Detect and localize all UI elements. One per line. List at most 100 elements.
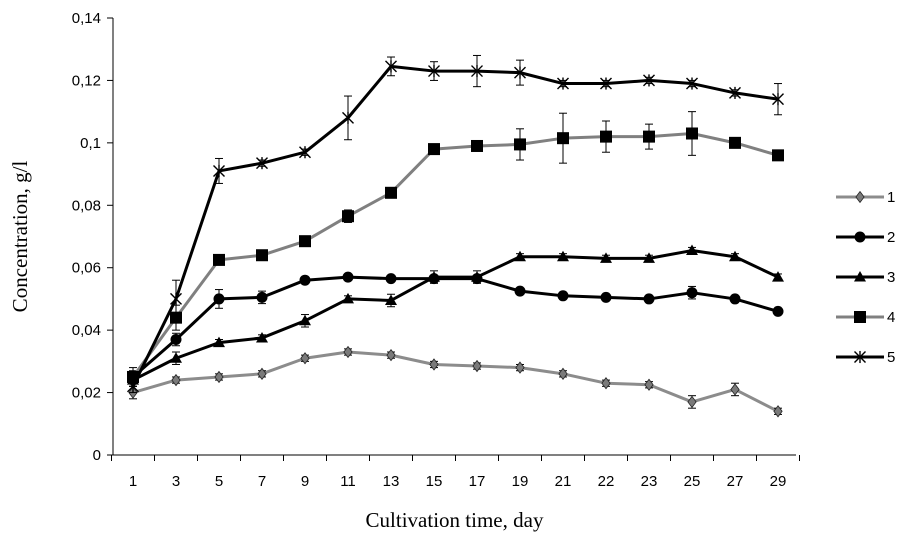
data-point-1 — [773, 405, 783, 418]
data-point-2 — [170, 334, 182, 346]
data-point-2 — [342, 271, 354, 283]
data-point-1 — [257, 367, 267, 381]
data-point-2 — [772, 305, 784, 317]
data-point-5 — [428, 65, 440, 78]
x-tick-label: 13 — [383, 473, 400, 490]
data-point-1 — [472, 359, 482, 373]
y-tick-label: 0,08 — [72, 197, 101, 214]
y-tick-label: 0,12 — [72, 72, 101, 89]
data-point-5 — [342, 111, 354, 124]
series-3 — [127, 244, 784, 387]
y-tick-label: 0 — [93, 447, 101, 464]
series-line-4 — [131, 131, 779, 378]
data-point-5 — [127, 380, 139, 393]
data-point-5 — [729, 86, 741, 99]
data-point-4 — [514, 138, 526, 151]
data-point-3 — [213, 336, 225, 348]
data-point-3 — [170, 352, 182, 363]
legend-item-4: 4 — [836, 309, 895, 326]
data-point-2 — [686, 287, 698, 299]
data-point-1 — [214, 370, 224, 384]
data-point-4 — [557, 132, 569, 145]
data-point-3 — [686, 244, 698, 256]
data-point-4 — [772, 149, 784, 162]
legend-label: 1 — [887, 189, 895, 206]
data-point-3 — [342, 292, 354, 304]
data-point-1 — [300, 352, 310, 365]
x-axis-title: Cultivation time, day — [366, 508, 544, 532]
data-point-2 — [385, 273, 397, 285]
series-line-5 — [131, 64, 779, 387]
series-2 — [127, 271, 784, 384]
data-point-2 — [600, 291, 612, 303]
series-line-1 — [132, 350, 779, 413]
legend-marker — [854, 350, 866, 364]
data-point-3 — [256, 331, 268, 343]
data-point-3 — [299, 314, 311, 326]
data-point-5 — [213, 164, 225, 177]
data-point-1 — [730, 383, 740, 396]
legend-label: 5 — [887, 349, 895, 366]
data-point-2 — [213, 293, 225, 305]
data-point-5 — [170, 292, 182, 305]
data-point-2 — [256, 291, 268, 303]
x-tick-label: 19 — [512, 473, 529, 490]
data-point-5 — [471, 65, 483, 78]
x-tick-label: 29 — [770, 473, 787, 490]
x-tick-label: 25 — [684, 473, 701, 490]
series-5 — [127, 54, 784, 394]
legend-marker — [854, 231, 866, 243]
y-axis-title: Concentration, g/l — [8, 161, 32, 313]
data-point-2 — [643, 293, 655, 305]
data-point-4 — [256, 249, 268, 262]
legend-label: 2 — [887, 229, 895, 246]
y-tick-label: 0,14 — [72, 10, 101, 27]
x-tick-label: 22 — [598, 473, 615, 490]
y-tick-label: 0,02 — [72, 385, 101, 402]
legend-label: 4 — [887, 309, 895, 326]
data-point-5 — [643, 74, 655, 87]
data-point-3 — [385, 294, 397, 305]
data-point-5 — [256, 157, 268, 170]
data-point-4 — [471, 139, 483, 152]
data-point-4 — [213, 253, 225, 266]
data-point-5 — [385, 60, 397, 73]
x-tick-label: 17 — [469, 473, 486, 490]
data-point-2 — [514, 285, 526, 297]
legend-item-2: 2 — [836, 229, 895, 246]
x-tick-label: 7 — [258, 473, 266, 490]
series-4 — [127, 111, 784, 387]
data-point-1 — [601, 377, 611, 390]
y-tick-label: 0,04 — [72, 322, 101, 339]
data-point-3 — [729, 250, 741, 262]
data-point-3 — [514, 250, 526, 262]
data-point-3 — [428, 271, 440, 282]
data-point-4 — [729, 136, 741, 149]
data-point-3 — [600, 252, 612, 263]
legend-item-5: 5 — [836, 349, 895, 366]
data-point-5 — [686, 77, 698, 90]
legend-marker — [855, 190, 865, 204]
data-point-2 — [299, 274, 311, 286]
data-point-5 — [299, 146, 311, 159]
data-point-4 — [686, 127, 698, 140]
data-point-1 — [171, 373, 181, 387]
legend-marker — [854, 311, 866, 323]
series-layer — [127, 54, 784, 418]
data-point-4 — [299, 235, 311, 248]
data-point-5 — [514, 66, 526, 79]
data-point-4 — [600, 130, 612, 143]
data-point-3 — [471, 271, 483, 282]
x-tick-label: 21 — [555, 473, 572, 490]
data-point-4 — [385, 186, 397, 199]
legend-item-1: 1 — [836, 189, 895, 206]
data-point-1 — [429, 358, 439, 371]
data-point-4 — [643, 130, 655, 143]
data-point-1 — [343, 345, 353, 359]
legend: 1 2 3 4 5 — [836, 189, 895, 366]
data-point-3 — [643, 252, 655, 263]
data-point-5 — [600, 77, 612, 90]
x-tick-label: 1 — [129, 473, 137, 490]
data-point-1 — [644, 378, 654, 391]
